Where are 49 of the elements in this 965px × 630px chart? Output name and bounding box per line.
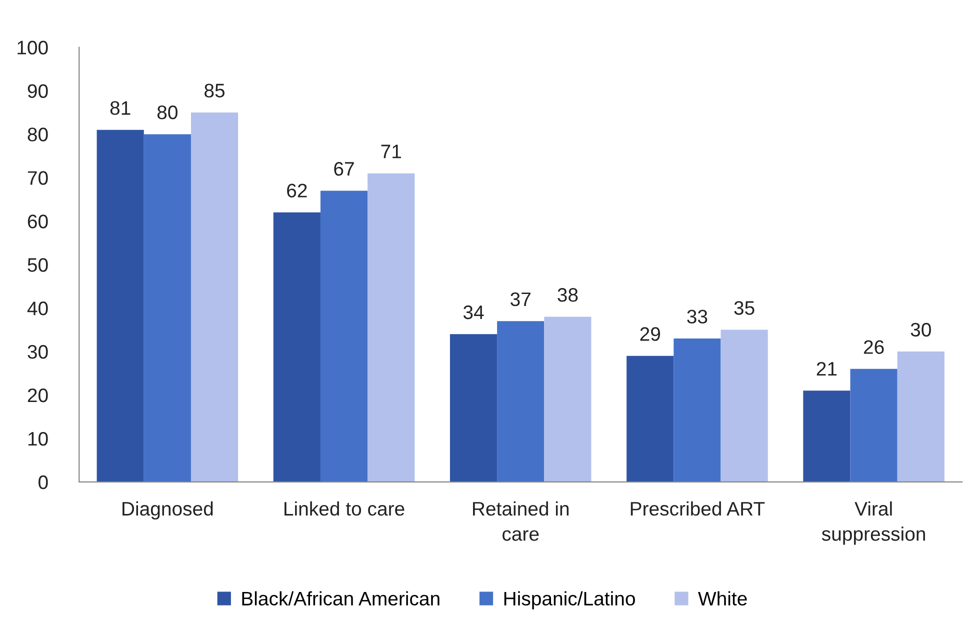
bar	[850, 368, 898, 482]
y-tick-label: 40	[27, 302, 48, 316]
bar	[320, 190, 368, 482]
data-label: 29	[640, 327, 660, 341]
data-label: 26	[864, 340, 884, 354]
data-label: 21	[816, 362, 837, 376]
data-label: 85	[204, 84, 225, 98]
bar	[96, 130, 144, 482]
bar	[450, 334, 498, 482]
x-tick-label: Diagnosed	[122, 501, 213, 520]
bar	[368, 173, 415, 482]
x-tick-label: Prescribed ART	[630, 501, 765, 516]
data-label: 71	[381, 144, 401, 158]
data-label: 80	[157, 105, 178, 120]
y-tick-label: 50	[28, 258, 48, 272]
y-tick-label: 10	[28, 432, 48, 446]
legend-label: Hispanic/Latino	[504, 591, 635, 610]
data-label: 33	[687, 310, 708, 324]
y-tick-label: 20	[28, 388, 48, 402]
y-tick-label: 60	[28, 214, 48, 228]
bar	[626, 356, 674, 482]
data-label: 30	[910, 322, 931, 337]
bar	[144, 134, 191, 482]
y-tick-label: 80	[28, 128, 48, 142]
bar	[497, 321, 544, 482]
bar	[803, 390, 850, 482]
bar	[273, 212, 320, 482]
x-tick-label: Linked to care	[284, 501, 404, 516]
y-tick-label: 30	[28, 345, 48, 359]
y-tick-label: 100	[18, 40, 48, 54]
bar	[190, 112, 238, 482]
bar	[674, 338, 721, 482]
x-tick-label: Retained in care	[473, 501, 569, 541]
data-label: 62	[287, 184, 307, 198]
legend-label: Black/African American	[242, 591, 440, 606]
data-label: 34	[463, 305, 484, 320]
bar	[897, 352, 944, 482]
y-tick-label: 90	[28, 84, 48, 98]
data-label: 38	[558, 288, 578, 302]
y-tick-label: 0	[38, 475, 48, 490]
data-label: 67	[334, 162, 354, 176]
legend-label: White	[698, 591, 747, 606]
bar	[720, 330, 768, 482]
bar	[544, 316, 592, 482]
data-label: 81	[110, 101, 130, 115]
x-tick-label: Viral suppression	[822, 501, 925, 545]
data-label: 37	[510, 292, 530, 306]
data-label: 35	[734, 301, 754, 315]
y-tick-label: 70	[28, 171, 48, 185]
